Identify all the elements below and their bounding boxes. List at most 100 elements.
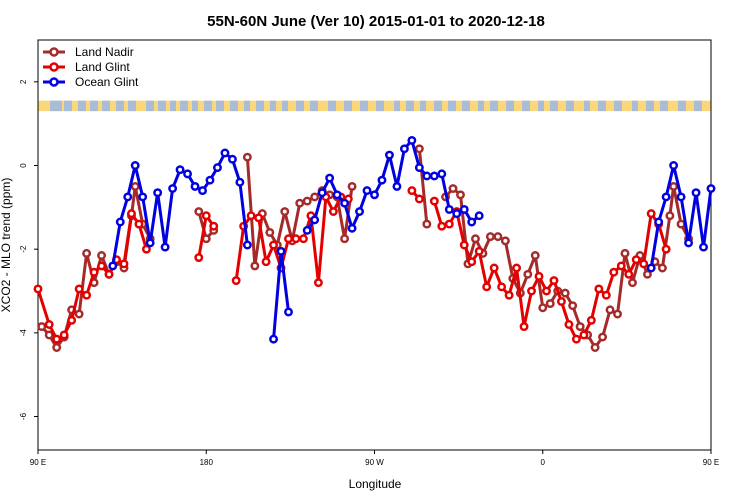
x-axis: 90 E 180 90 W 0 90 E	[30, 450, 719, 467]
legend-marker	[49, 77, 59, 87]
data-point	[52, 343, 62, 352]
ocean-segment	[328, 100, 336, 112]
data-point	[459, 240, 469, 250]
data-point	[571, 334, 581, 344]
data-point	[639, 259, 649, 269]
data-point	[407, 186, 417, 196]
data-point	[575, 322, 585, 332]
data-point	[437, 221, 447, 231]
ocean-segment	[632, 100, 638, 112]
legend-label: Ocean Glint	[75, 75, 139, 89]
data-point	[444, 219, 454, 229]
data-point	[205, 175, 215, 185]
legend-marker	[49, 47, 59, 57]
data-point	[340, 198, 350, 208]
data-point	[299, 234, 308, 244]
data-point	[414, 194, 424, 204]
data-point	[489, 263, 499, 273]
data-point	[347, 223, 357, 233]
ocean-segment	[448, 100, 456, 112]
ocean-segment	[146, 100, 154, 112]
data-point	[89, 267, 99, 277]
series-line	[36, 212, 148, 341]
ocean-segment	[244, 100, 250, 112]
data-point	[665, 211, 675, 221]
ocean-segment	[522, 100, 530, 112]
data-point	[201, 211, 211, 221]
data-point	[646, 209, 656, 219]
land-band-background	[38, 100, 711, 112]
data-point	[414, 163, 424, 173]
x-tick-label: 90 W	[365, 458, 384, 467]
ocean-segment	[90, 100, 98, 112]
ocean-segment	[506, 100, 514, 112]
data-point	[235, 177, 245, 187]
data-point	[198, 186, 207, 196]
ocean-segment	[230, 100, 238, 112]
data-point	[82, 290, 92, 300]
ocean-segment	[78, 100, 86, 112]
data-point	[579, 330, 589, 340]
chart-title: 55N-60N June (Ver 10) 2015-01-01 to 2020…	[207, 13, 545, 30]
data-point	[467, 257, 477, 267]
data-point	[407, 135, 417, 145]
data-point	[33, 284, 43, 294]
series-line	[417, 148, 429, 225]
data-point	[549, 276, 559, 286]
legend-label: Land Glint	[75, 60, 130, 74]
data-point	[699, 242, 708, 252]
data-point	[231, 276, 241, 286]
ocean-segment	[462, 100, 470, 112]
data-point	[328, 207, 338, 216]
data-point	[370, 190, 379, 200]
data-point	[213, 163, 222, 173]
y-tick-label: 2	[19, 79, 28, 84]
data-point	[556, 297, 566, 306]
ocean-segment	[296, 100, 304, 112]
data-point	[175, 165, 185, 175]
y-tick-label: -2	[19, 245, 28, 253]
data-point	[310, 215, 320, 225]
ocean-segment	[192, 100, 198, 112]
ocean-segment	[678, 100, 686, 112]
data-point	[242, 240, 252, 250]
ocean-segment	[376, 100, 384, 112]
data-point	[130, 161, 140, 170]
data-point	[598, 332, 608, 342]
data-point	[302, 196, 312, 206]
data-point	[459, 204, 469, 214]
ocean-segment	[694, 100, 702, 112]
x-tick-label: 180	[200, 458, 214, 467]
data-point	[474, 246, 484, 256]
ocean-segment	[584, 100, 590, 112]
y-tick-label: -4	[19, 329, 28, 337]
data-point	[59, 330, 69, 340]
data-point	[646, 263, 656, 273]
data-point	[123, 192, 133, 202]
data-point	[624, 269, 634, 279]
data-point	[183, 169, 193, 179]
x-axis-label: Longitude	[349, 477, 402, 491]
data-point	[669, 161, 679, 170]
data-point	[377, 175, 387, 185]
series-land-nadir	[37, 144, 694, 352]
data-point	[340, 234, 350, 244]
data-point	[523, 269, 533, 279]
data-point	[594, 284, 604, 294]
data-point	[616, 261, 626, 271]
data-point	[422, 171, 432, 181]
data-point	[497, 282, 507, 292]
data-point	[628, 278, 637, 288]
data-point	[485, 232, 495, 242]
data-point	[657, 263, 667, 273]
legend-marker	[49, 62, 59, 72]
ocean-segment	[566, 100, 574, 112]
data-point	[429, 171, 439, 181]
data-point	[355, 207, 364, 216]
data-point	[414, 144, 424, 154]
y-axis-label: XCO2 - MLO trend (ppm)	[0, 178, 13, 313]
y-tick-label: 0	[19, 163, 28, 168]
data-point	[676, 192, 686, 202]
